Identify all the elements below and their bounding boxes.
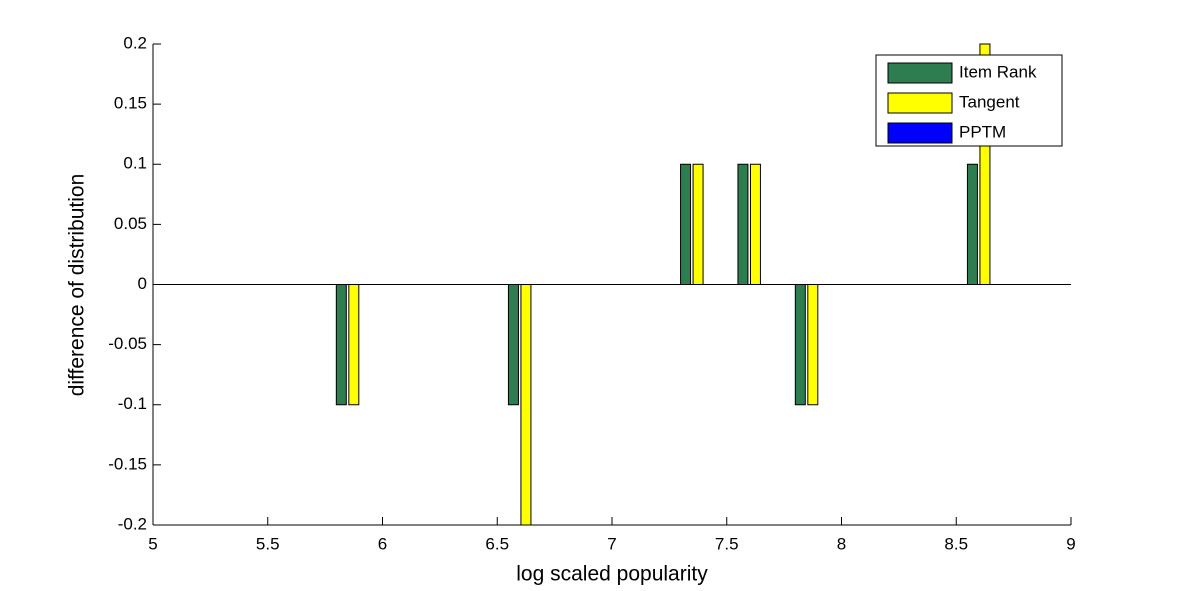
x-tick-label: 8	[837, 534, 846, 553]
bar	[807, 284, 819, 406]
bar	[749, 163, 761, 285]
bar	[507, 284, 519, 406]
bar	[335, 284, 347, 406]
x-axis-label: log scaled popularity	[516, 563, 708, 586]
legend-swatch	[887, 62, 953, 84]
x-tick-label: 7	[607, 534, 616, 553]
x-tick-label: 6.5	[485, 534, 509, 553]
bar	[966, 163, 978, 285]
legend-label: Tangent	[959, 92, 1020, 111]
bar	[680, 163, 692, 285]
bar	[737, 163, 749, 285]
legend-swatch	[887, 92, 953, 114]
bar	[520, 284, 532, 526]
y-tick-label: 0.15	[114, 94, 147, 113]
y-tick-label: -0.15	[108, 454, 147, 473]
legend-label: PPTM	[959, 122, 1006, 141]
y-tick-label: 0.05	[114, 214, 147, 233]
legend-swatch	[887, 122, 953, 144]
y-tick-label: 0	[138, 274, 147, 293]
x-tick-label: 8.5	[944, 534, 968, 553]
x-tick-label: 9	[1066, 534, 1075, 553]
y-axis-label: difference of distribution	[66, 174, 89, 397]
y-tick-label: -0.05	[108, 334, 147, 353]
x-tick-label: 5	[148, 534, 157, 553]
y-tick-label: -0.2	[118, 514, 147, 533]
bar	[348, 284, 360, 406]
bar	[794, 284, 806, 406]
legend-label: Item Rank	[959, 62, 1037, 81]
y-tick-label: 0.1	[123, 154, 147, 173]
y-tick-label: 0.2	[123, 33, 147, 52]
x-tick-label: 6	[378, 534, 387, 553]
bar	[692, 163, 704, 285]
x-tick-label: 5.5	[256, 534, 280, 553]
y-tick-label: -0.1	[118, 394, 147, 413]
x-tick-label: 7.5	[715, 534, 739, 553]
